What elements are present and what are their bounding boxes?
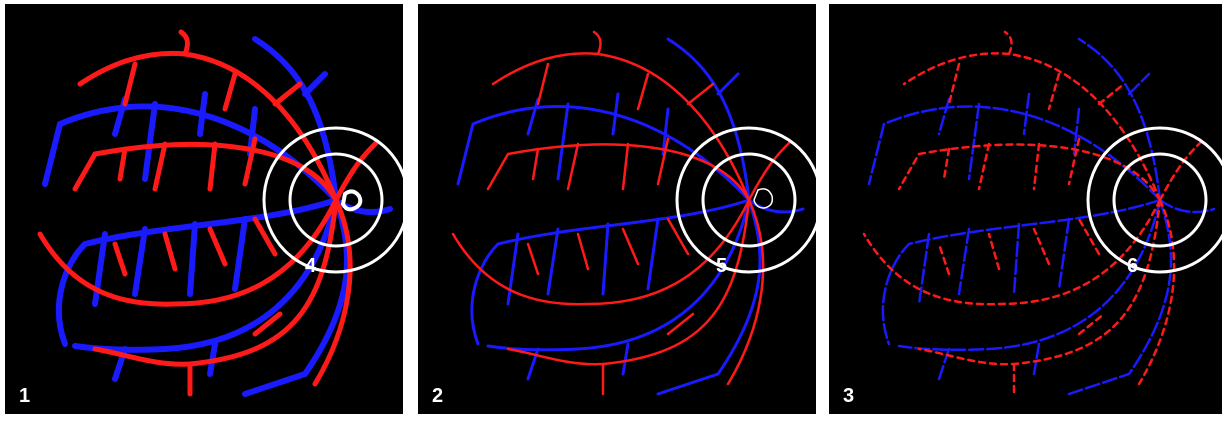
panel: 2 5 — [418, 4, 821, 414]
panel-label: 2 — [432, 385, 443, 407]
panel: 3 6 — [829, 4, 1226, 414]
page: 1 4 2 5 3 6 (() => { const data = JSON.p… — [0, 0, 1226, 419]
circle-label: 6 — [1127, 255, 1138, 277]
circle-label: 4 — [305, 255, 317, 277]
circle-label: 5 — [716, 255, 727, 277]
figure: 1 4 2 5 3 6 — [0, 0, 1226, 419]
panel-label: 3 — [843, 385, 854, 407]
panel-background — [5, 4, 403, 414]
panel-label: 1 — [19, 385, 30, 407]
panel-background — [418, 4, 816, 414]
panel: 1 4 — [5, 4, 408, 414]
